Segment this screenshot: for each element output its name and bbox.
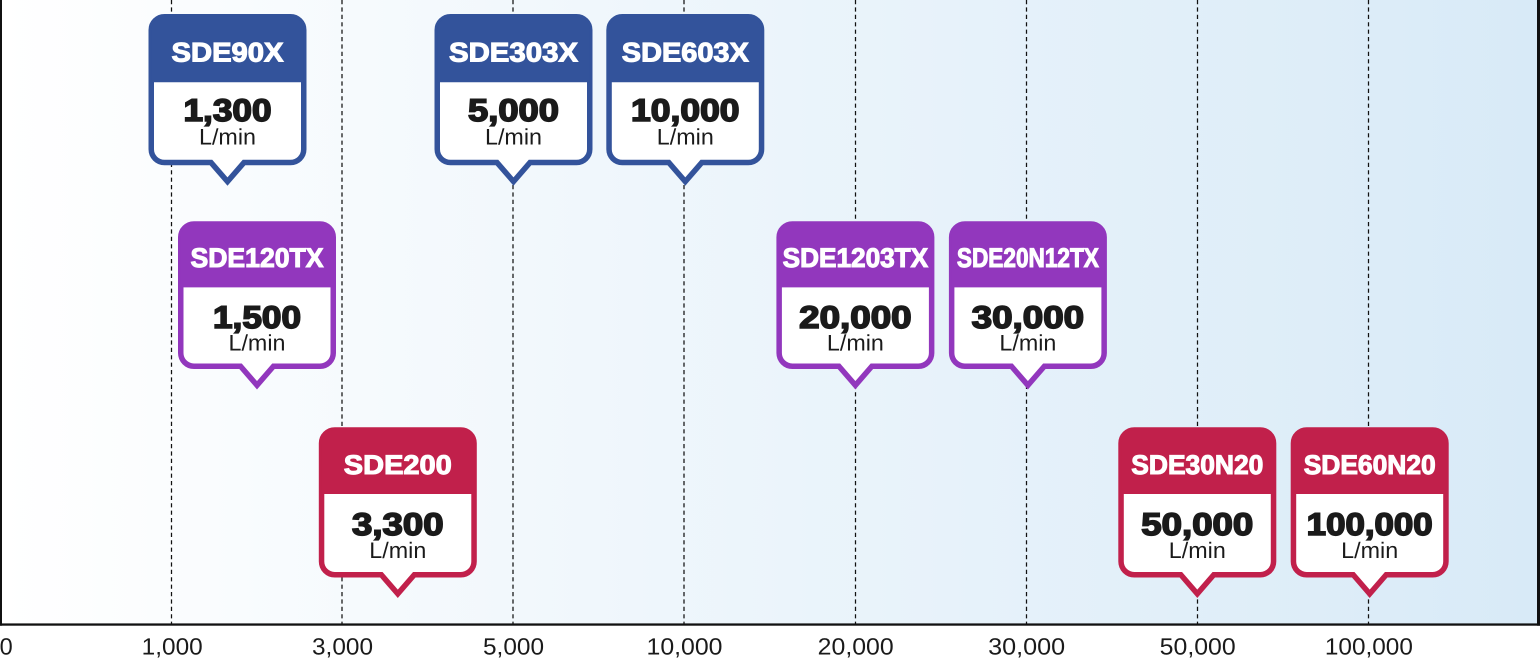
svg-text:20,000: 20,000 <box>799 299 912 335</box>
svg-text:0: 0 <box>0 634 13 658</box>
svg-text:SDE603X: SDE603X <box>622 38 749 68</box>
svg-text:SDE20N12TX: SDE20N12TX <box>957 243 1099 273</box>
svg-text:10,000: 10,000 <box>647 634 723 658</box>
svg-text:L/min: L/min <box>999 331 1056 356</box>
svg-text:3,300: 3,300 <box>352 506 444 542</box>
svg-text:20,000: 20,000 <box>818 634 894 658</box>
svg-text:L/min: L/min <box>369 538 426 563</box>
svg-text:SDE30N20: SDE30N20 <box>1131 450 1263 480</box>
svg-text:3,000: 3,000 <box>312 634 373 658</box>
svg-text:L/min: L/min <box>1169 538 1226 563</box>
svg-text:1,000: 1,000 <box>142 634 203 658</box>
svg-text:L/min: L/min <box>1341 538 1398 563</box>
svg-text:SDE120TX: SDE120TX <box>191 243 324 273</box>
svg-text:L/min: L/min <box>827 331 884 356</box>
svg-text:5,000: 5,000 <box>468 92 559 128</box>
svg-text:1,300: 1,300 <box>184 92 272 128</box>
svg-text:10,000: 10,000 <box>631 92 740 128</box>
svg-text:5,000: 5,000 <box>483 634 544 658</box>
svg-text:30,000: 30,000 <box>972 299 1085 335</box>
svg-text:100,000: 100,000 <box>1325 634 1413 658</box>
svg-text:L/min: L/min <box>485 125 542 150</box>
svg-text:SDE1203TX: SDE1203TX <box>783 243 929 273</box>
svg-text:1,500: 1,500 <box>213 299 301 335</box>
svg-text:50,000: 50,000 <box>1141 506 1253 542</box>
svg-text:SDE60N20: SDE60N20 <box>1304 450 1436 480</box>
svg-text:L/min: L/min <box>657 125 714 150</box>
svg-text:L/min: L/min <box>199 125 256 150</box>
svg-text:L/min: L/min <box>229 331 286 356</box>
svg-text:50,000: 50,000 <box>1160 634 1236 658</box>
svg-text:SDE303X: SDE303X <box>449 38 578 68</box>
svg-text:SDE90X: SDE90X <box>172 38 284 68</box>
svg-text:SDE200: SDE200 <box>344 450 452 480</box>
svg-text:100,000: 100,000 <box>1307 506 1433 542</box>
svg-text:30,000: 30,000 <box>988 634 1065 658</box>
